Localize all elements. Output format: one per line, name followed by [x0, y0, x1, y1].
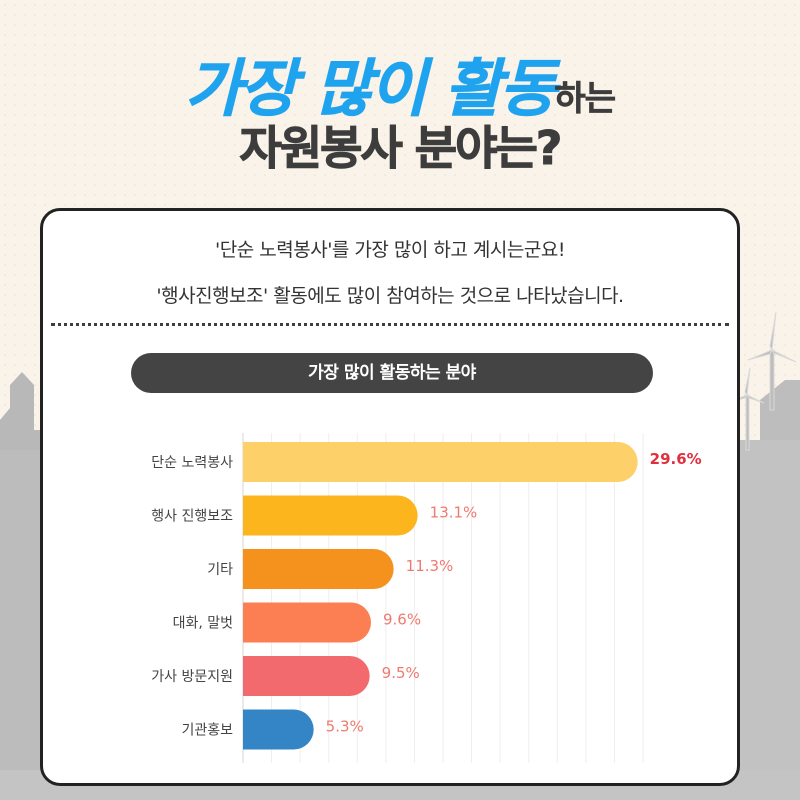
- description-line2: '행사진행보조' 활동에도 많이 참여하는 것으로 나타났습니다.: [156, 285, 624, 307]
- page-title-line2: 자원봉사 분야는?: [0, 112, 800, 178]
- bar-4: [243, 656, 370, 696]
- value-label: 9.5%: [382, 664, 420, 682]
- value-label: 5.3%: [326, 718, 364, 736]
- bar-3: [243, 602, 372, 643]
- chart-title-pill: 가장 많이 활동하는 분야: [131, 353, 653, 393]
- category-label: 가사 방문지원: [151, 669, 233, 685]
- dotted-divider: [51, 323, 729, 326]
- category-label: 대화, 말벗: [173, 616, 233, 632]
- page-title-line1: 가장 많이 활동하는: [0, 38, 800, 128]
- title-suffix: 하는: [554, 79, 616, 120]
- category-label: 기관홍보: [181, 723, 233, 739]
- category-label: 행사 진행보조: [151, 509, 233, 525]
- bar-5: [243, 709, 314, 750]
- bar-0: [243, 442, 638, 482]
- value-label: 9.6%: [383, 611, 421, 629]
- description-line1: '단순 노력봉사'를 가장 많이 하고 계시는군요!: [215, 239, 565, 261]
- category-label: 단순 노력봉사: [151, 455, 233, 471]
- value-label: 11.3%: [406, 557, 454, 575]
- value-label: 29.6%: [650, 450, 702, 468]
- category-label: 기타: [207, 562, 233, 578]
- value-label: 13.1%: [430, 504, 478, 522]
- title-highlight: 가장 많이 활동: [184, 52, 556, 126]
- bar-chart: 단순 노력봉사 29.6% 행사 진행보조 13.1% 기타 11.3% 대화, 말벗 9.6…: [151, 433, 702, 763]
- title-line2-text: 자원봉사 분야는?: [239, 121, 563, 176]
- bar-1: [243, 495, 418, 536]
- content-card: '단순 노력봉사'를 가장 많이 하고 계시는군요! '행사진행보조' 활동에도…: [40, 208, 740, 786]
- bar-2: [243, 549, 394, 589]
